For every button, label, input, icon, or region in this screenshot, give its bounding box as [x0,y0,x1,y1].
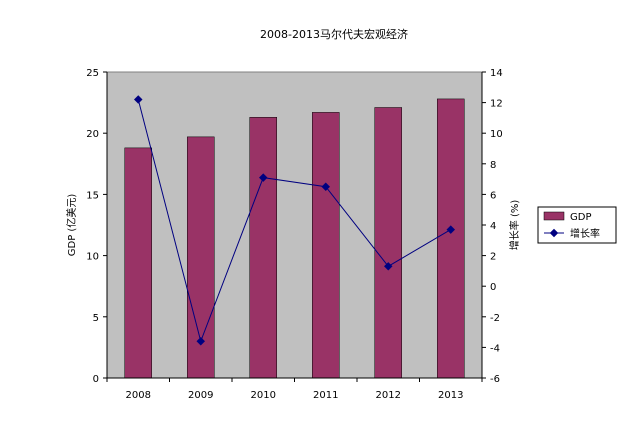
gdp-bar-2010 [249,117,277,379]
left-tick-label: 0 [93,374,99,385]
right-tick-label: 8 [490,160,496,171]
right-tick-label: 14 [490,68,503,79]
growth-point-2010 [259,173,268,182]
right-tick-label: -4 [490,343,500,354]
x-tick-label: 2012 [376,390,401,401]
legend: GDP 增长率 [537,206,617,244]
y2-axis-label: 增长率 (%) [508,200,521,251]
gdp-bar-2012 [374,107,402,379]
gdp-bar-2008 [124,147,152,379]
right-tick-label: 0 [490,282,496,293]
y-axis-label: GDP (亿美元) [65,194,78,257]
growth-point-2009 [196,337,205,346]
right-tick-label: 2 [490,252,496,263]
growth-point-2012 [384,262,393,271]
right-tick-label: -2 [490,313,500,324]
x-tick-label: 2010 [251,390,276,401]
right-tick-label: 4 [490,221,496,232]
growth-polyline [137,99,452,343]
gdp-bar-2011 [312,112,340,379]
growth-point-2011 [321,182,330,191]
legend-growth-label: 增长率 [570,227,600,240]
x-tick-label: 2008 [126,390,151,401]
left-tick-label: 25 [86,68,99,79]
x-tick-label: 2011 [313,390,338,401]
plot-area [106,71,483,379]
chart-title: 2008-2013马尔代夫宏观经济 [260,27,408,41]
left-tick-label: 15 [86,190,99,201]
x-axis-ticks: 2008 2009 2010 2011 2012 2013 [106,378,483,401]
left-tick-label: 20 [86,129,99,140]
right-tick-label: 6 [490,190,496,201]
right-tick-label: -6 [490,374,500,385]
right-tick-label: 12 [490,99,503,110]
growth-line [134,95,455,346]
legend-gdp-swatch [543,211,565,221]
legend-gdp-label: GDP [570,212,591,223]
left-tick-label: 5 [93,313,99,324]
left-axis-ticks: 0 5 10 15 20 25 [86,68,107,385]
growth-point-2008 [134,95,143,104]
x-tick-label: 2009 [188,390,213,401]
left-tick-label: 10 [86,252,99,263]
growth-point-2013 [446,225,455,234]
x-tick-label: 2013 [438,390,463,401]
right-axis-ticks: -6 -4 -2 0 2 4 6 8 10 12 14 [482,68,503,385]
right-tick-label: 10 [490,129,503,140]
gdp-bars [124,98,465,379]
gdp-bar-2013 [437,98,465,379]
